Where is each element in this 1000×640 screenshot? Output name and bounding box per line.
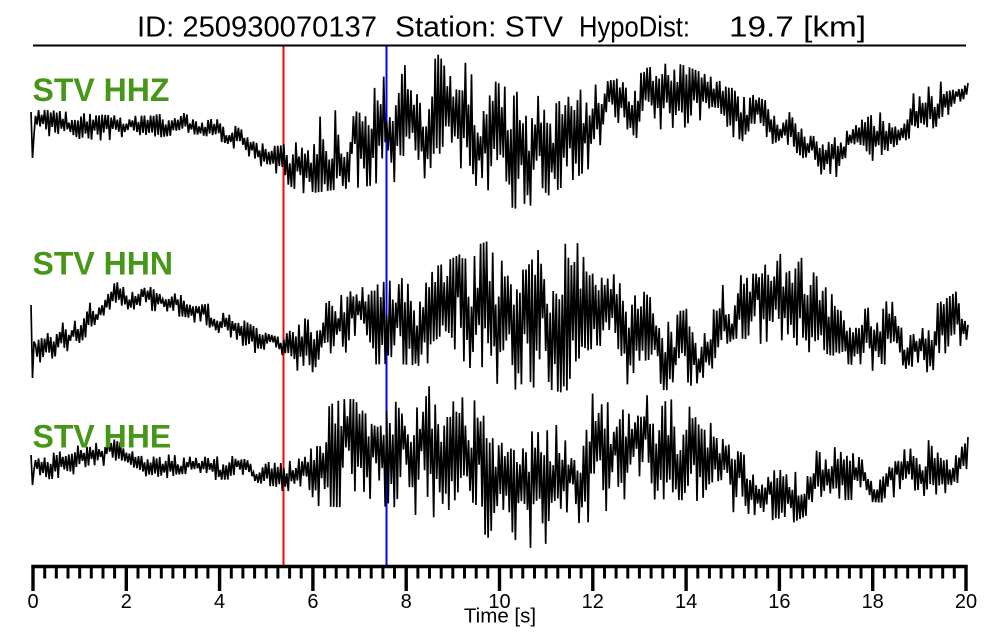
svg-text:ID: 250930070137: ID: 250930070137 xyxy=(137,12,377,44)
svg-text:Time [s]: Time [s] xyxy=(464,605,536,628)
svg-text:16: 16 xyxy=(768,591,790,613)
svg-text:Station: STV: Station: STV xyxy=(395,12,564,44)
svg-text:STV HHZ: STV HHZ xyxy=(33,72,170,108)
svg-text:14: 14 xyxy=(675,591,697,613)
svg-text:20: 20 xyxy=(955,591,977,613)
svg-text:19.7 [km]: 19.7 [km] xyxy=(729,12,866,44)
svg-text:2: 2 xyxy=(121,591,132,613)
svg-text:STV HHN: STV HHN xyxy=(33,246,173,282)
svg-text:18: 18 xyxy=(862,591,884,613)
svg-text:0: 0 xyxy=(27,591,38,613)
svg-text:6: 6 xyxy=(307,591,318,613)
svg-text:12: 12 xyxy=(582,591,604,613)
svg-text:8: 8 xyxy=(401,591,412,613)
svg-text:10: 10 xyxy=(488,591,510,613)
svg-text:STV HHE: STV HHE xyxy=(33,419,172,455)
svg-text:4: 4 xyxy=(214,591,225,613)
svg-text:HypoDist:: HypoDist: xyxy=(579,12,690,44)
